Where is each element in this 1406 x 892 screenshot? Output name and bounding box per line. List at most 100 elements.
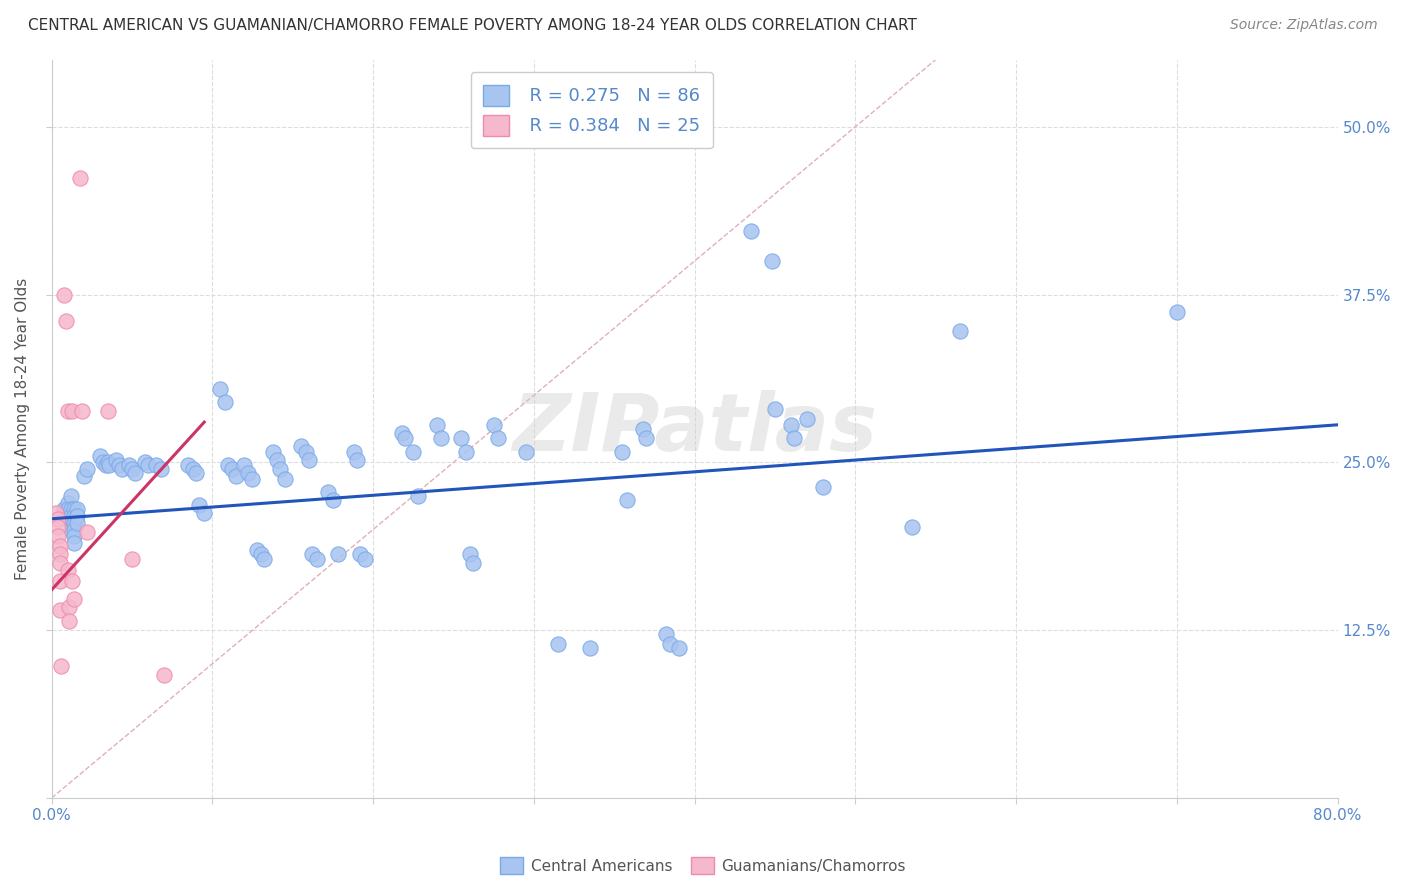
Point	[186, 466, 208, 480]
Point	[48, 603, 70, 617]
Point	[121, 462, 143, 476]
Point	[488, 431, 510, 445]
Point	[426, 417, 449, 432]
Legend:   R = 0.275   N = 86,   R = 0.384   N = 25: R = 0.275 N = 86, R = 0.384 N = 25	[471, 72, 713, 148]
Point	[73, 468, 96, 483]
Point	[59, 489, 82, 503]
Point	[63, 529, 86, 543]
Point	[89, 449, 111, 463]
Point	[97, 455, 120, 469]
Point	[406, 489, 429, 503]
Point	[134, 455, 156, 469]
Text: Source: ZipAtlas.com: Source: ZipAtlas.com	[1230, 18, 1378, 32]
Point	[66, 509, 89, 524]
Point	[111, 462, 134, 476]
Point	[56, 509, 79, 524]
Point	[668, 640, 690, 655]
Point	[236, 466, 259, 480]
Point	[631, 422, 654, 436]
Point	[811, 479, 834, 493]
Point	[354, 552, 377, 566]
Point	[249, 547, 271, 561]
Point	[55, 314, 77, 328]
Point	[63, 509, 86, 524]
Point	[56, 502, 79, 516]
Point	[402, 444, 425, 458]
Point	[121, 552, 143, 566]
Point	[193, 507, 215, 521]
Point	[233, 458, 256, 472]
Y-axis label: Female Poverty Among 18-24 Year Olds: Female Poverty Among 18-24 Year Olds	[15, 277, 30, 580]
Point	[429, 431, 451, 445]
Point	[612, 444, 634, 458]
Point	[48, 539, 70, 553]
Point	[53, 502, 76, 516]
Text: ZIPatlas: ZIPatlas	[512, 390, 877, 467]
Point	[46, 512, 69, 526]
Point	[450, 431, 472, 445]
Point	[659, 637, 682, 651]
Point	[214, 395, 236, 409]
Point	[294, 444, 316, 458]
Point	[63, 502, 86, 516]
Point	[66, 502, 89, 516]
Point	[62, 404, 84, 418]
Point	[56, 563, 79, 577]
Point	[62, 574, 84, 588]
Point	[225, 468, 247, 483]
Legend: Central Americans, Guamanians/Chamorros: Central Americans, Guamanians/Chamorros	[494, 851, 912, 880]
Point	[298, 452, 321, 467]
Point	[98, 458, 121, 472]
Point	[70, 404, 93, 418]
Point	[322, 493, 344, 508]
Point	[58, 614, 80, 628]
Point	[343, 444, 366, 458]
Point	[221, 462, 243, 476]
Point	[59, 502, 82, 516]
Point	[149, 462, 172, 476]
Point	[46, 529, 69, 543]
Point	[76, 525, 98, 540]
Point	[48, 574, 70, 588]
Point	[266, 452, 288, 467]
Point	[59, 509, 82, 524]
Point	[188, 499, 211, 513]
Point	[104, 452, 127, 467]
Point	[58, 600, 80, 615]
Point	[181, 462, 204, 476]
Point	[96, 458, 118, 472]
Point	[59, 523, 82, 537]
Point	[56, 496, 79, 510]
Point	[97, 404, 120, 418]
Point	[273, 471, 295, 485]
Point	[56, 404, 79, 418]
Point	[66, 516, 89, 530]
Point	[46, 520, 69, 534]
Point	[458, 547, 481, 561]
Point	[63, 523, 86, 537]
Point	[346, 452, 368, 467]
Point	[253, 552, 276, 566]
Point	[51, 659, 73, 673]
Point	[763, 401, 786, 416]
Point	[124, 466, 146, 480]
Point	[316, 484, 339, 499]
Point	[394, 431, 416, 445]
Point	[153, 667, 176, 681]
Point	[456, 444, 478, 458]
Point	[145, 458, 167, 472]
Point	[53, 287, 76, 301]
Point	[326, 547, 349, 561]
Point	[48, 556, 70, 570]
Point	[515, 444, 537, 458]
Point	[305, 552, 328, 566]
Point	[59, 516, 82, 530]
Point	[579, 640, 602, 655]
Point	[118, 458, 141, 472]
Point	[69, 170, 91, 185]
Point	[108, 458, 131, 472]
Point	[246, 542, 269, 557]
Point	[780, 417, 803, 432]
Point	[301, 547, 323, 561]
Point	[136, 458, 159, 472]
